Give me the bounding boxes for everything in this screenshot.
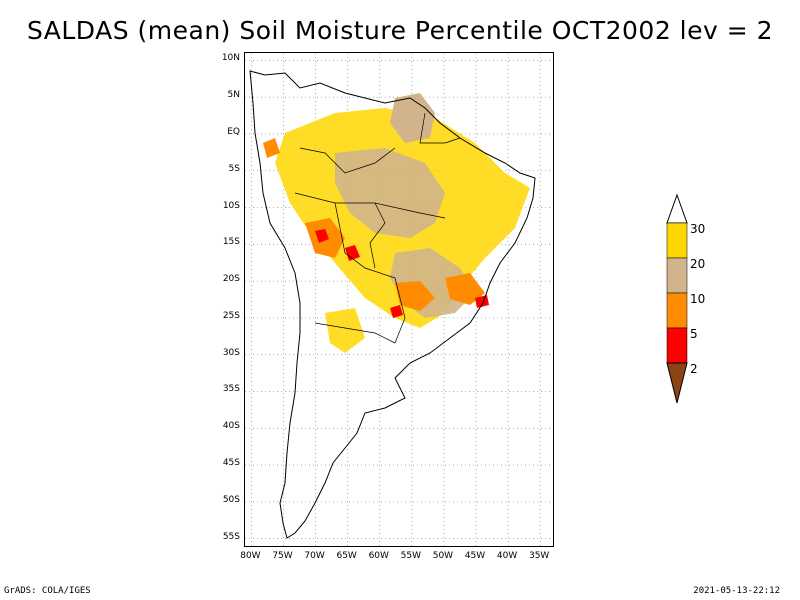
colorbar-segment-20-30: [666, 222, 688, 259]
lon-tick-label: 55W: [400, 551, 421, 561]
country-border-3: [369, 202, 386, 269]
lon-tick-label: 45W: [464, 551, 486, 561]
colorbar-segment-5-10: [666, 292, 688, 329]
map-svg: [245, 53, 553, 546]
lat-tick-label: 40S: [222, 421, 240, 432]
footer-timestamp: 2021-05-13-22:12: [693, 586, 780, 596]
lon-tick-label: 60W: [368, 551, 389, 561]
south-america-outline: [249, 70, 536, 539]
fill-red-2: [345, 245, 360, 261]
lat-tick-label: 50S: [222, 494, 240, 505]
country-border-6: [314, 322, 396, 344]
lat-tick-label: 20S: [222, 274, 240, 285]
lon-tick-label: 35W: [528, 551, 550, 561]
lat-tick-label: 55S: [222, 531, 240, 542]
colorbar-label-2: 2: [690, 362, 698, 376]
fill-red-1: [315, 229, 329, 243]
lon-tick-label: 70W: [304, 551, 325, 561]
lon-tick-label: 65W: [336, 551, 357, 561]
fill-orange-3: [445, 273, 485, 305]
colorbar-label-5: 5: [690, 327, 698, 341]
lat-tick-label: 5N: [227, 90, 240, 101]
lon-tick-label: 40W: [496, 551, 518, 561]
country-border-4: [299, 147, 396, 174]
colorbar: [666, 193, 688, 404]
fill-red-3: [475, 295, 489, 308]
colorbar-segment-2-5: [666, 327, 688, 364]
chart-title: SALDAS (mean) Soil Moisture Percentile O…: [26, 16, 774, 45]
lat-tick-label: 25S: [222, 310, 240, 321]
colorbar-bottom-triangle: [666, 362, 688, 404]
colorbar-label-30: 30: [690, 222, 706, 236]
lon-tick-label: 50W: [432, 551, 454, 561]
lat-tick-label: EQ: [227, 126, 240, 137]
lat-tick-label: 30S: [222, 347, 240, 358]
lon-tick-label: 80W: [240, 551, 261, 561]
lat-tick-label: 10N: [221, 53, 240, 64]
lat-tick-label: 15S: [222, 237, 240, 248]
colorbar-segment-10-20: [666, 257, 688, 294]
lon-tick-label: 75W: [272, 551, 293, 561]
country-border-5: [394, 277, 406, 344]
fill-tan-central: [335, 148, 445, 238]
fill-orange-north: [263, 138, 280, 158]
soil-moisture-fill: [263, 93, 530, 353]
fill-yellow-south: [325, 308, 365, 353]
map-frame: [244, 52, 554, 547]
lat-tick-label: 10S: [222, 200, 240, 211]
lat-tick-label: 35S: [222, 384, 240, 395]
fill-red-4: [390, 305, 403, 318]
lat-tick-label: 5S: [228, 163, 240, 174]
country-border-7: [419, 112, 461, 144]
fill-orange-2: [395, 281, 435, 311]
lat-tick-label: 45S: [222, 458, 240, 469]
fill-tan-north: [390, 93, 435, 143]
colorbar-label-20: 20: [690, 257, 706, 271]
colorbar-top-triangle: [666, 193, 688, 224]
coastline-outline: [249, 70, 536, 539]
colorbar-label-10: 10: [690, 292, 706, 306]
country-border-2: [334, 202, 396, 279]
footer-credit: GrADS: COLA/IGES: [4, 586, 91, 596]
